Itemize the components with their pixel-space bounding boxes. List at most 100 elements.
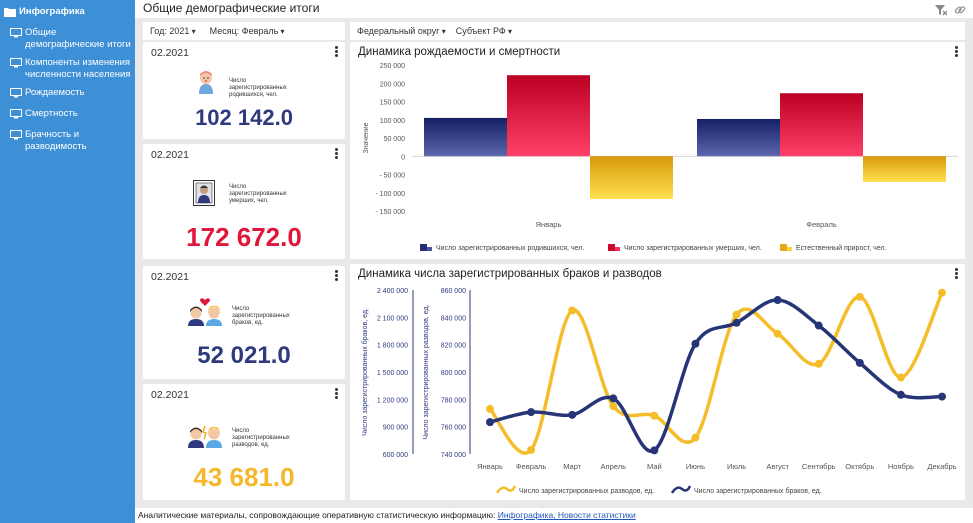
- kebab-menu-icon[interactable]: [333, 148, 339, 160]
- divorce-y-tick-label: 820 000: [441, 343, 466, 350]
- x-tick-label: Январь: [536, 220, 562, 229]
- data-point: [568, 306, 577, 315]
- y-tick-label: 250 000: [380, 63, 405, 70]
- sidebar-item-label: Компоненты изменения численности населен…: [25, 57, 131, 80]
- monitor-icon: [10, 28, 22, 42]
- sidebar-item-label: Общие демографические итоги: [25, 27, 131, 50]
- card-date: 02.2021: [151, 389, 189, 401]
- y-tick-label: - 150 000: [375, 209, 405, 216]
- kebab-menu-icon[interactable]: [953, 46, 959, 58]
- federal-district-filter[interactable]: Федеральный округ: [357, 26, 446, 36]
- card-label: Число зарегистрированных разводов, ед.: [232, 428, 290, 448]
- card-value: 52 021.0: [197, 342, 291, 369]
- legend-label: Число зарегистрированных умерших, чел.: [624, 245, 762, 252]
- marriages-divorces-chart-card: Динамика числа зарегистрированных браков…: [350, 264, 965, 500]
- x-tick-label: Февраль: [806, 220, 837, 229]
- legend-swatch: [420, 244, 427, 251]
- y-tick-label: 50 000: [384, 136, 406, 143]
- card-value: 172 672.0: [186, 222, 302, 252]
- data-point: [568, 410, 577, 419]
- card-date: 02.2021: [151, 271, 189, 283]
- folder-icon: [3, 7, 16, 21]
- data-point: [650, 411, 659, 420]
- monitor-icon: [10, 88, 22, 102]
- kebab-menu-icon[interactable]: [333, 270, 339, 282]
- baby-icon: [199, 71, 213, 94]
- sidebar-item-demographic-totals[interactable]: Общие демографические итоги: [0, 25, 135, 55]
- left-y-tick-label: 1 800 000: [377, 343, 408, 350]
- data-point: [650, 446, 659, 455]
- x-tick-label: Июнь: [686, 462, 705, 471]
- legend-swatch: [670, 485, 692, 494]
- bar: [424, 117, 507, 157]
- x-tick-label: Апрель: [601, 462, 627, 471]
- legend-label: Число зарегистрированных браков, ед.: [694, 487, 822, 495]
- sidebar-item-infographics[interactable]: Инфографика: [0, 4, 135, 25]
- data-point: [896, 373, 905, 382]
- legend-label: Число зарегистрированных родившихся, чел…: [436, 245, 584, 252]
- sidebar-item-population-change[interactable]: Компоненты изменения численности населен…: [0, 55, 135, 85]
- clear-filter-icon[interactable]: [935, 3, 948, 21]
- bar: [697, 118, 780, 157]
- y-tick-label: 0: [401, 154, 405, 161]
- data-point: [732, 318, 741, 327]
- data-point: [938, 392, 946, 401]
- data-point: [855, 292, 864, 301]
- kpi-card-births: 02.2021 Число зарегистрированных родивши…: [143, 42, 345, 139]
- data-point: [486, 418, 494, 427]
- legend-swatch: [615, 247, 620, 251]
- kebab-menu-icon[interactable]: [333, 46, 339, 58]
- link-icon[interactable]: [954, 3, 966, 21]
- monitor-icon: [10, 109, 22, 123]
- births-deaths-chart-card: Динамика рождаемости и смертности 250 00…: [350, 42, 965, 259]
- data-point: [814, 359, 823, 368]
- sidebar-item-fertility[interactable]: Рождаемость: [0, 85, 135, 106]
- card-label: Число зарегистрированных умерших, чел.: [229, 184, 287, 204]
- data-point: [855, 358, 864, 367]
- x-tick-label: Сентябрь: [802, 462, 836, 471]
- card-value: 43 681.0: [193, 462, 295, 492]
- sidebar-item-label: Инфографика: [19, 6, 85, 17]
- data-point: [896, 390, 905, 399]
- left-y-axis-label: Число зарегистрированных браков, ед.: [361, 308, 369, 436]
- x-tick-label: Февраль: [516, 462, 547, 471]
- infographics-news-link[interactable]: Инфографика, Новости статистики: [497, 510, 636, 520]
- left-y-tick-label: 600 000: [383, 452, 408, 459]
- sidebar-item-label: Рождаемость: [25, 87, 85, 98]
- card-value: 102 142.0: [195, 105, 293, 130]
- subject-filter[interactable]: Субъект РФ: [456, 26, 512, 36]
- legend-swatch: [427, 247, 432, 251]
- x-tick-label: Август: [766, 462, 789, 471]
- couple-split-icon: [188, 425, 222, 448]
- data-point: [527, 445, 536, 454]
- x-tick-label: Март: [563, 462, 582, 471]
- legend-swatch: [495, 485, 517, 494]
- data-point: [732, 310, 741, 319]
- legend-swatch: [608, 244, 615, 251]
- monitor-icon: [10, 130, 22, 144]
- y-tick-label: 100 000: [380, 118, 405, 125]
- year-filter[interactable]: Год: 2021: [150, 26, 196, 36]
- x-tick-label: Май: [647, 462, 662, 471]
- month-filter[interactable]: Месяц: Февраль: [210, 26, 285, 36]
- x-tick-label: Декабрь: [927, 462, 956, 471]
- divorce-y-tick-label: 760 000: [441, 425, 466, 432]
- data-point: [691, 433, 700, 442]
- card-label: Число зарегистрированных родившихся, чел…: [229, 78, 287, 98]
- bar: [507, 75, 590, 157]
- kebab-menu-icon[interactable]: [333, 388, 339, 400]
- y-tick-label: 200 000: [380, 81, 405, 88]
- x-tick-label: Июль: [727, 462, 746, 471]
- legend-swatch: [780, 244, 787, 251]
- kebab-menu-icon[interactable]: [953, 268, 959, 280]
- data-point: [814, 321, 823, 330]
- sidebar-item-marriage-divorce[interactable]: Брачность и разводимость: [0, 127, 135, 157]
- data-point: [773, 329, 782, 338]
- sidebar: Инфографика Общие демографические итоги …: [0, 0, 135, 523]
- footer-text: Аналитические материалы, сопровождающие …: [138, 510, 498, 520]
- left-y-tick-label: 2 400 000: [377, 288, 408, 295]
- bar: [863, 156, 946, 182]
- legend-label: Естественный прирост, чел.: [796, 244, 887, 252]
- sidebar-item-mortality[interactable]: Смертность: [0, 106, 135, 127]
- left-y-tick-label: 1 500 000: [377, 370, 408, 377]
